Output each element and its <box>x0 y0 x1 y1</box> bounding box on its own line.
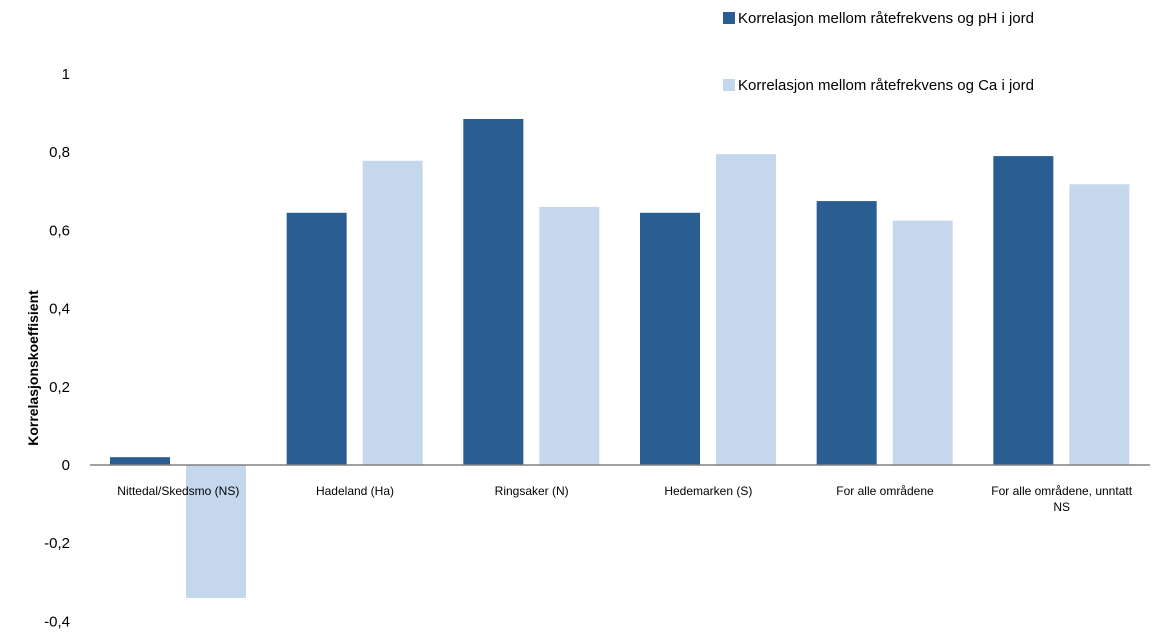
y-tick-label: 1 <box>62 66 70 83</box>
bar-ph <box>286 212 347 465</box>
y-tick-label: 0 <box>62 457 70 474</box>
legend: Korrelasjon mellom råtefrekvens og pH i … <box>723 10 1034 94</box>
y-axis-title: Korrelasjonskoeffisient <box>25 290 41 446</box>
bar-ph <box>993 156 1054 466</box>
x-category-label: Nittedal/Skedsmo (NS) <box>117 484 239 498</box>
bar-ca <box>186 465 246 598</box>
x-category-label: For alle områdene <box>836 484 934 498</box>
bar-ph <box>110 457 170 465</box>
y-tick-label: -0,4 <box>44 613 70 630</box>
x-category-label: Hadeland (Ha) <box>316 484 394 498</box>
bar-ca <box>539 206 600 465</box>
y-tick-label: -0,2 <box>44 535 70 552</box>
y-tick-label: 0,6 <box>49 222 70 239</box>
bar-ca <box>892 220 953 465</box>
legend-label-ca: Korrelasjon mellom råtefrekvens og Ca i … <box>738 77 1034 94</box>
x-category-label: Hedemarken (S) <box>664 484 752 498</box>
bar-ph <box>640 212 700 465</box>
x-axis-labels: Nittedal/Skedsmo (NS) Hadeland (Ha) Ringsa… <box>117 484 1132 514</box>
legend-label-ph: Korrelasjon mellom råtefrekvens og pH i … <box>738 10 1034 27</box>
y-axis: -0,4 -0,2 0 0,2 0,4 0,6 0,8 1 <box>44 66 70 630</box>
bar-ca <box>362 160 423 465</box>
bars <box>110 118 1130 598</box>
bar-ca <box>1069 184 1130 465</box>
y-tick-label: 0,8 <box>49 144 70 161</box>
y-tick-label: 0,4 <box>49 301 70 318</box>
x-category-label: For alle områdene, unntatt NS <box>991 484 1132 514</box>
bar-ca <box>716 154 776 465</box>
legend-swatch-ca <box>723 79 735 91</box>
x-category-label: Ringsaker (N) <box>495 484 569 498</box>
bar-ph <box>463 118 524 465</box>
y-tick-label: 0,2 <box>49 379 70 396</box>
legend-swatch-ph <box>723 12 735 24</box>
bar-ph <box>816 201 877 465</box>
